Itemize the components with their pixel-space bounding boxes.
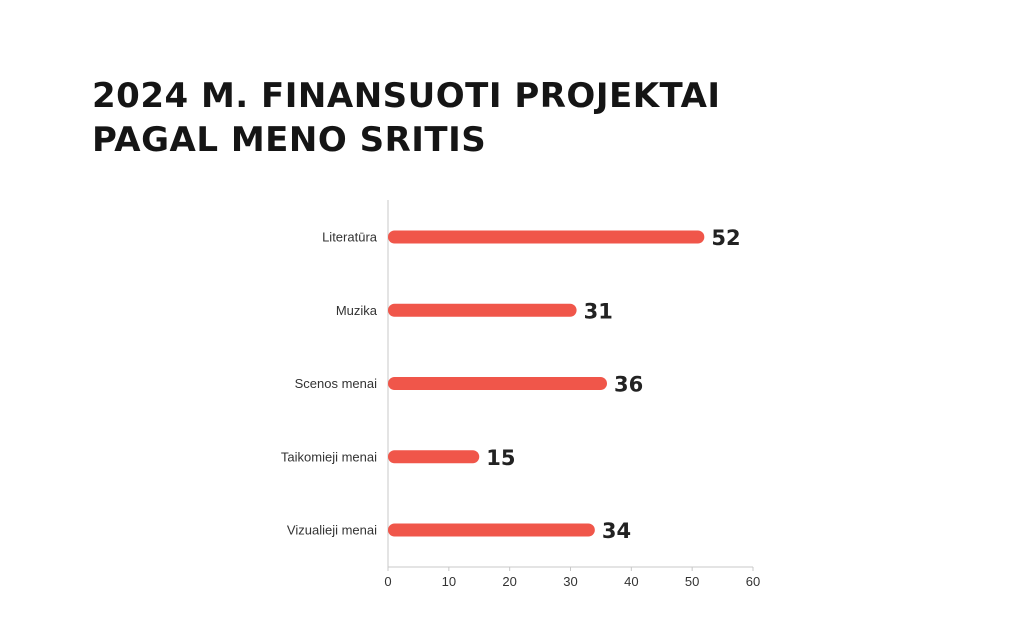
bar — [388, 523, 595, 537]
x-tick-label: 0 — [384, 574, 391, 589]
chart-title: 2024 M. FINANSUOTI PROJEKTAI PAGAL MENO … — [92, 74, 721, 162]
category-label: Taikomieji menai — [281, 449, 377, 464]
chart-title-line-1: 2024 M. FINANSUOTI PROJEKTAI — [92, 76, 721, 116]
x-tick-label: 50 — [685, 574, 699, 589]
bar — [388, 377, 607, 390]
data-label: 15 — [486, 446, 515, 470]
x-tick-label: 20 — [502, 574, 516, 589]
data-label: 36 — [614, 373, 643, 397]
chart-title-line-2: PAGAL MENO SRITIS — [92, 120, 487, 160]
x-tick-label: 30 — [563, 574, 577, 589]
bar — [388, 303, 577, 317]
x-tick-label: 60 — [746, 574, 760, 589]
x-tick-label: 40 — [624, 574, 638, 589]
x-tick-label: 10 — [442, 574, 456, 589]
data-label: 31 — [584, 299, 613, 323]
bar — [388, 450, 480, 464]
bar — [388, 230, 705, 244]
category-label: Muzika — [336, 303, 378, 318]
category-label: Vizualieji menai — [287, 523, 377, 538]
data-label: 52 — [711, 226, 740, 250]
data-label: 34 — [602, 519, 631, 543]
category-label: Literatūra — [322, 230, 378, 245]
category-label: Scenos menai — [295, 376, 377, 391]
